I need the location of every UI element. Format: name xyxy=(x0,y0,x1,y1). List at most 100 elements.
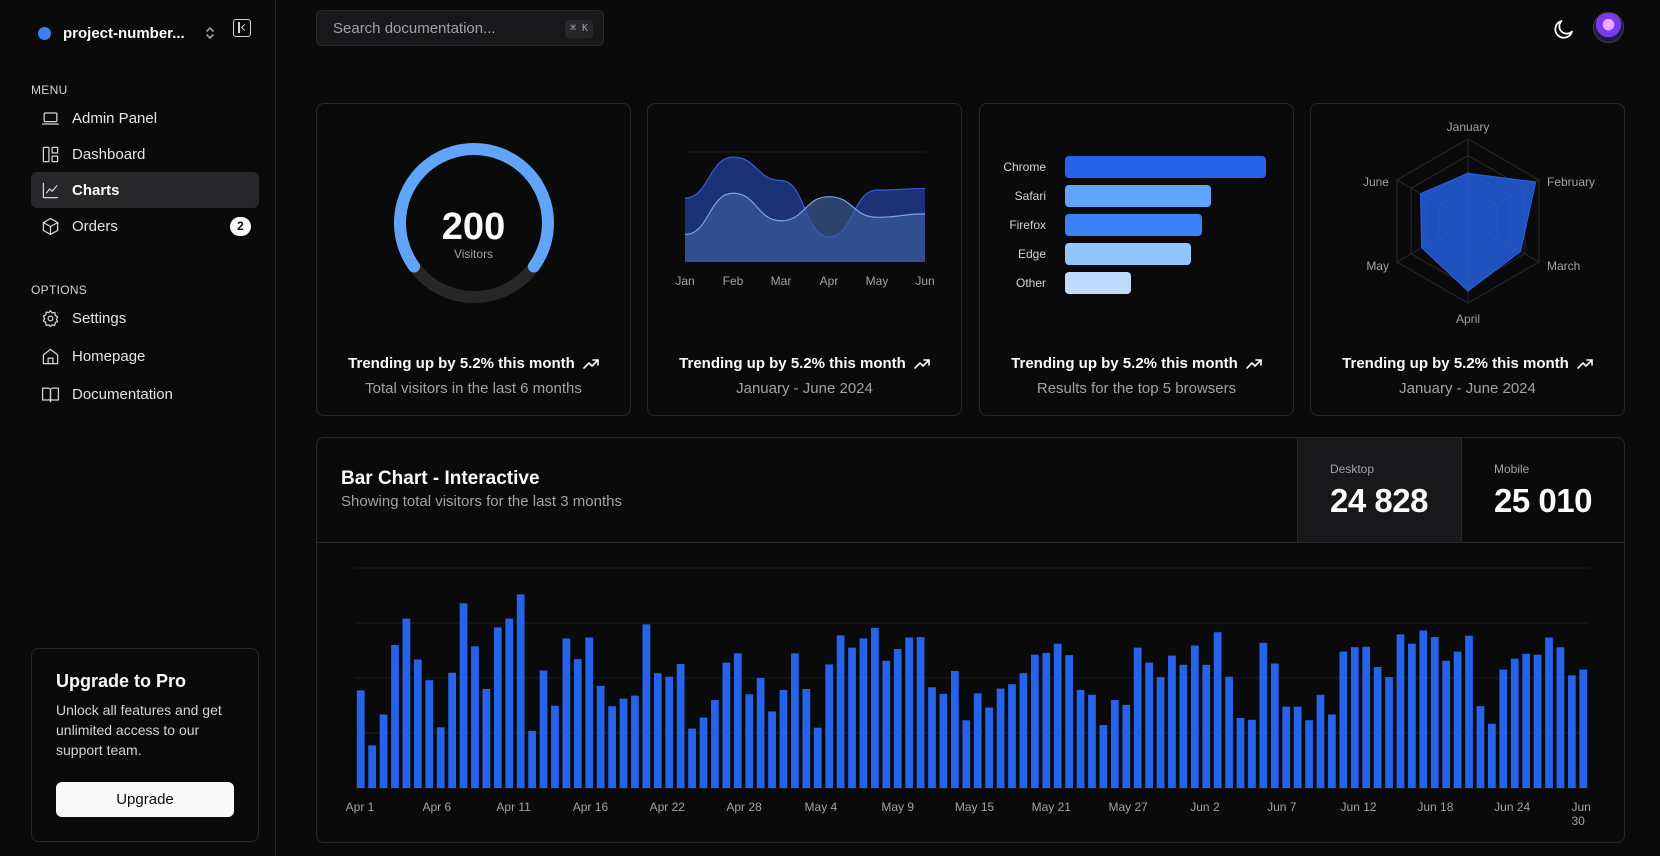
sidebar-item-label: Homepage xyxy=(72,347,146,365)
sidebar-toggle-icon[interactable] xyxy=(233,19,251,37)
x-tick-label: Apr 6 xyxy=(422,800,452,814)
visitor-bar xyxy=(505,618,514,788)
visitor-bar xyxy=(1168,655,1176,788)
visitor-bar xyxy=(391,645,399,788)
visitor-bar xyxy=(893,648,902,788)
project-switcher[interactable]: project-number... xyxy=(31,16,257,50)
radar-chart-card: January February March April May June Trendin… xyxy=(1310,103,1625,416)
sidebar-item-orders[interactable]: Orders 2 xyxy=(31,208,259,244)
search-bar[interactable]: ⌘ K xyxy=(316,10,604,46)
sidebar-item-homepage[interactable]: Homepage xyxy=(31,338,259,374)
visitor-bar xyxy=(1556,647,1565,788)
chevron-up-down-icon xyxy=(203,25,217,41)
browser-bar[interactable] xyxy=(1065,243,1192,265)
orders-count-badge: 2 xyxy=(230,217,251,236)
visitor-bar xyxy=(859,638,868,788)
visitor-bar xyxy=(608,706,616,788)
x-tick-label: Jun 24 xyxy=(1494,800,1531,814)
visitor-bar xyxy=(516,594,525,788)
visitor-bar xyxy=(425,680,434,788)
visitor-bar xyxy=(688,728,696,788)
visitor-bar xyxy=(471,646,479,788)
visitor-bar xyxy=(973,693,982,788)
visitor-bar xyxy=(1236,718,1245,788)
upgrade-button[interactable]: Upgrade xyxy=(56,782,234,817)
sidebar-item-dashboard[interactable]: Dashboard xyxy=(31,136,259,172)
project-name: project-number... xyxy=(63,24,185,42)
visitor-bar xyxy=(768,711,776,788)
sidebar: project-number... MENU Admin Panel Dashb… xyxy=(0,0,276,856)
bar-category-label: Edge xyxy=(1017,247,1046,261)
sidebar-item-documentation[interactable]: Documentation xyxy=(31,376,259,412)
x-tick-label: Apr 28 xyxy=(726,800,762,814)
visitor-bar xyxy=(1259,642,1268,788)
visitor-bar xyxy=(825,664,834,788)
sidebar-item-settings[interactable]: Settings xyxy=(31,300,259,336)
home-icon xyxy=(40,346,60,366)
upgrade-title: Upgrade to Pro xyxy=(56,671,187,691)
browser-bar[interactable] xyxy=(1065,272,1131,294)
browser-bar[interactable] xyxy=(1065,185,1212,207)
visitor-bar xyxy=(459,603,468,788)
card-footer-title: Trending up by 5.2% this month xyxy=(1311,355,1624,372)
area-chart: Jan Feb Mar Apr May Jun xyxy=(675,151,935,288)
visitor-bar xyxy=(962,720,971,788)
sidebar-item-label: Admin Panel xyxy=(72,109,158,127)
mobile-stat-tab[interactable]: Mobile 25 010 xyxy=(1461,438,1624,542)
browser-bar[interactable] xyxy=(1065,214,1202,236)
visitor-bar xyxy=(1008,684,1016,788)
x-tick-label: Apr xyxy=(820,274,839,288)
upgrade-text: Unlock all features and get unlimited ac… xyxy=(56,702,222,758)
visitor-bar xyxy=(1076,689,1085,788)
visitor-bar xyxy=(1442,660,1451,788)
x-tick-label: Jun xyxy=(915,274,934,288)
sidebar-item-charts[interactable]: Charts xyxy=(31,172,259,208)
radar-area xyxy=(1420,172,1537,292)
visitor-bar xyxy=(916,637,925,788)
visitor-bar xyxy=(848,647,856,788)
x-tick-label: Jun 30 xyxy=(1571,800,1591,828)
radar-axis-label: January xyxy=(1447,120,1490,134)
stat-value: 25 010 xyxy=(1494,482,1592,519)
x-tick-label: Mar xyxy=(771,274,792,288)
visitor-bar xyxy=(356,690,365,788)
x-tick-label: Feb xyxy=(723,274,744,288)
visitor-bar xyxy=(1270,663,1279,788)
moon-icon[interactable] xyxy=(1552,17,1576,41)
x-tick-label: Apr 16 xyxy=(572,800,609,814)
browser-bar-chart: Chrome Safari Firefox Edge Other xyxy=(980,104,1295,344)
visitor-bar xyxy=(585,637,594,788)
visitor-bar xyxy=(1156,677,1165,788)
search-input[interactable] xyxy=(333,19,553,37)
card-footer-title: Trending up by 5.2% this month xyxy=(648,355,961,372)
browser-bar[interactable] xyxy=(1065,156,1266,178)
visitor-bar xyxy=(699,717,708,788)
radial-chart-card: 200 Visitors Trending up by 5.2% this mo… xyxy=(316,103,631,416)
visitor-bar xyxy=(1545,637,1553,788)
area-chart-card: Jan Feb Mar Apr May Jun Trending up by 5.2% t… xyxy=(647,103,962,416)
bar-category-label: Other xyxy=(1015,276,1046,290)
card-footer-subtitle: Total visitors in the last 6 months xyxy=(365,380,582,397)
visitor-bar xyxy=(870,627,879,788)
sidebar-item-admin-panel[interactable]: Admin Panel xyxy=(31,100,259,136)
visitor-bar xyxy=(791,653,799,788)
radar-axis-label: March xyxy=(1547,259,1580,273)
avatar[interactable] xyxy=(1593,12,1624,43)
visitor-bar xyxy=(1110,700,1119,788)
desktop-stat-tab[interactable]: Desktop 24 828 xyxy=(1297,438,1461,542)
visitor-bar xyxy=(1579,669,1588,788)
card-footer-title: Trending up by 5.2% this month xyxy=(317,355,630,372)
visitor-bar xyxy=(539,670,548,788)
visitor-bar xyxy=(1396,634,1405,788)
visitor-bar xyxy=(1522,653,1531,788)
visitor-bar xyxy=(1339,651,1348,788)
visitor-bar xyxy=(928,687,936,788)
visitor-bar xyxy=(631,695,639,788)
visitor-bar xyxy=(1510,658,1519,788)
visitor-bar xyxy=(1487,723,1496,788)
visitor-bar xyxy=(1499,669,1508,788)
visitor-bar xyxy=(1145,662,1153,788)
laptop-icon xyxy=(40,108,60,128)
gear-icon xyxy=(40,308,60,328)
visitor-bar xyxy=(711,700,719,788)
